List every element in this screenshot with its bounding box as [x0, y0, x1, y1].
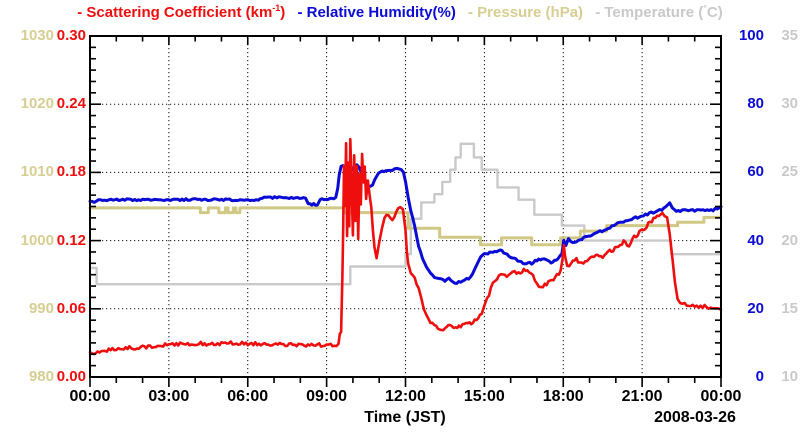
time-tick-label: 09:00 — [306, 388, 348, 405]
humidity-tick-label: 40 — [747, 231, 764, 249]
scattering-tick-label: 0.30 — [56, 27, 86, 44]
legend-temperature-label: - Temperature ( — [595, 4, 704, 21]
humidity-tick-label: 100 — [738, 27, 764, 44]
pressure-tick-label: 1010 — [20, 163, 54, 181]
legend-humidity: - Relative Humidity(%) — [297, 4, 455, 21]
legend-pressure: - Pressure (hPa) — [468, 4, 583, 21]
scattering-tick-label: 0.12 — [56, 231, 86, 249]
legend-scattering: - Scattering Coefficient (km-1) — [77, 3, 286, 21]
pressure-tick-label: 1000 — [20, 231, 54, 249]
humidity-tick-label: 60 — [747, 163, 764, 181]
pressure-tick-label: 1020 — [20, 95, 54, 113]
scattering-tick-label: 0.18 — [56, 163, 86, 181]
legend-humidity-label: - Relative Humidity(%) — [297, 4, 456, 21]
time-tick-label: 06:00 — [227, 388, 269, 405]
time-tick-label: 12:00 — [385, 388, 426, 405]
time-tick-label: 03:00 — [148, 388, 190, 405]
chart-legend: - Scattering Coefficient (km-1) - Relati… — [0, 3, 800, 21]
legend-temperature-degree: ° — [703, 3, 707, 13]
legend-scattering-label: - Scattering Coefficient (km — [77, 4, 273, 21]
humidity-tick-label: 20 — [747, 299, 764, 317]
date-label: 2008-03-26 — [654, 409, 736, 426]
scattering-tick-label: 0.00 — [56, 368, 86, 385]
pressure-tick-label: 1030 — [20, 27, 54, 44]
time-tick-label: 18:00 — [542, 388, 584, 405]
temperature-tick-label: 25 — [781, 163, 798, 181]
legend-scattering-post: ) — [280, 4, 286, 21]
humidity-tick-label: 0 — [755, 368, 764, 385]
time-tick-label: 00:00 — [69, 388, 111, 405]
time-tick-label: 15:00 — [463, 388, 505, 405]
temperature-tick-label: 30 — [781, 95, 798, 113]
legend-pressure-label: - Pressure (hPa) — [468, 4, 584, 21]
series-scattering — [88, 137, 723, 356]
pressure-tick-label: 980 — [28, 368, 54, 385]
scattering-tick-label: 0.24 — [56, 95, 86, 113]
temperature-tick-label: 10 — [781, 368, 798, 385]
gridlines — [90, 36, 721, 377]
pressure-tick-label: 990 — [28, 299, 54, 317]
legend-temperature-post: C) — [706, 4, 723, 21]
time-tick-label: 21:00 — [621, 388, 663, 405]
time-tick-label: 00:00 — [700, 388, 742, 405]
legend-scattering-sup: -1 — [272, 3, 281, 13]
scattering-tick-label: 0.06 — [56, 299, 86, 317]
series-temperature — [88, 142, 723, 286]
x-axis-title: Time (JST) — [364, 409, 446, 426]
legend-temperature: - Temperature (°C) — [595, 3, 723, 21]
series-humidity — [88, 163, 723, 285]
temperature-tick-label: 20 — [781, 231, 798, 249]
humidity-tick-label: 80 — [747, 95, 764, 113]
axis-ticks — [89, 35, 722, 387]
temperature-tick-label: 35 — [781, 27, 798, 44]
temperature-tick-label: 15 — [781, 299, 798, 317]
